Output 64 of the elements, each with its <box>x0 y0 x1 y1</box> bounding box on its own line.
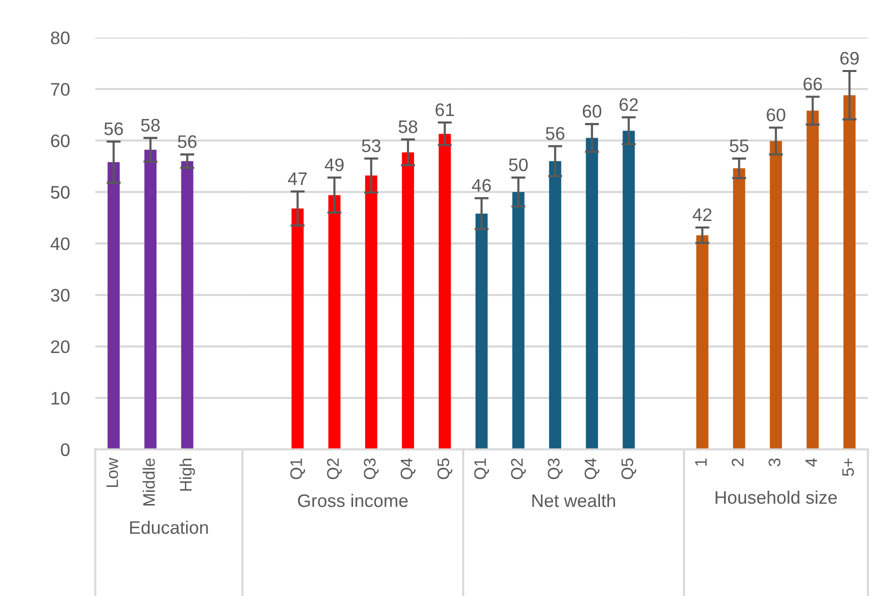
bar <box>402 152 414 450</box>
data-label: 53 <box>362 139 380 152</box>
x-tick-label: Q5 <box>437 458 452 480</box>
x-tick-label: Low <box>106 458 118 487</box>
x-axis-title: Gross income <box>298 494 408 508</box>
data-label: 69 <box>840 52 859 65</box>
bar <box>696 235 708 450</box>
data-label: 60 <box>766 108 786 122</box>
y-tick-label: 80 <box>50 31 70 44</box>
x-tick-label: 3 <box>768 458 780 466</box>
y-tick-label: 70 <box>51 82 70 96</box>
bar <box>476 214 488 450</box>
y-tick-label: 50 <box>50 186 70 199</box>
data-label: 60 <box>582 104 602 118</box>
data-label: 58 <box>398 120 418 134</box>
x-tick-label: 4 <box>806 458 818 467</box>
data-label: 42 <box>692 208 712 221</box>
bar <box>512 192 524 450</box>
x-tick-label: Q4 <box>584 458 600 480</box>
bar <box>328 195 340 450</box>
data-label: 50 <box>509 158 528 172</box>
x-tick-label: 2 <box>732 458 744 466</box>
y-tick-label: 0 <box>60 443 70 456</box>
y-tick-label: 10 <box>52 392 70 405</box>
x-tick-label: Q4 <box>400 458 416 480</box>
x-tick-label: High <box>179 458 196 491</box>
x-tick-label: Q2 <box>327 458 342 480</box>
x-tick-label: Q3 <box>364 458 379 480</box>
data-label: 61 <box>436 103 454 116</box>
x-axis-title: Household size <box>716 490 837 504</box>
data-label: 56 <box>104 122 123 136</box>
y-tick-label: 40 <box>50 237 70 250</box>
x-tick-label: Middle <box>142 458 155 506</box>
data-label: 46 <box>472 179 491 192</box>
data-label: 47 <box>288 172 307 185</box>
bar <box>806 110 819 450</box>
x-tick-label: 1 <box>695 458 707 466</box>
data-label: 56 <box>178 135 196 148</box>
data-label: 58 <box>141 118 160 132</box>
bar <box>438 134 451 450</box>
x-axis-title: Net wealth <box>532 494 616 508</box>
data-label: 62 <box>620 98 638 111</box>
x-tick-label: 5+ <box>842 458 854 476</box>
data-label: 56 <box>546 127 564 140</box>
bar <box>365 176 378 450</box>
x-tick-label: Q2 <box>511 458 526 480</box>
data-label: 49 <box>324 158 344 172</box>
bar <box>549 161 562 450</box>
y-tick-label: 60 <box>51 134 70 148</box>
bar <box>843 95 856 450</box>
bar <box>622 130 635 450</box>
y-tick-label: 20 <box>51 340 70 354</box>
x-tick-label: Q3 <box>548 458 563 480</box>
bar <box>733 168 746 450</box>
x-axis-title: Education <box>130 520 208 534</box>
y-tick-label: 30 <box>50 288 70 302</box>
data-label: 55 <box>730 140 748 152</box>
bar <box>770 141 782 450</box>
x-tick-label: Q5 <box>621 458 636 480</box>
x-tick-label: Q1 <box>290 458 306 480</box>
bar <box>292 208 304 450</box>
x-tick-label: Q1 <box>474 458 490 480</box>
bar <box>586 138 598 450</box>
data-label: 66 <box>804 78 822 90</box>
